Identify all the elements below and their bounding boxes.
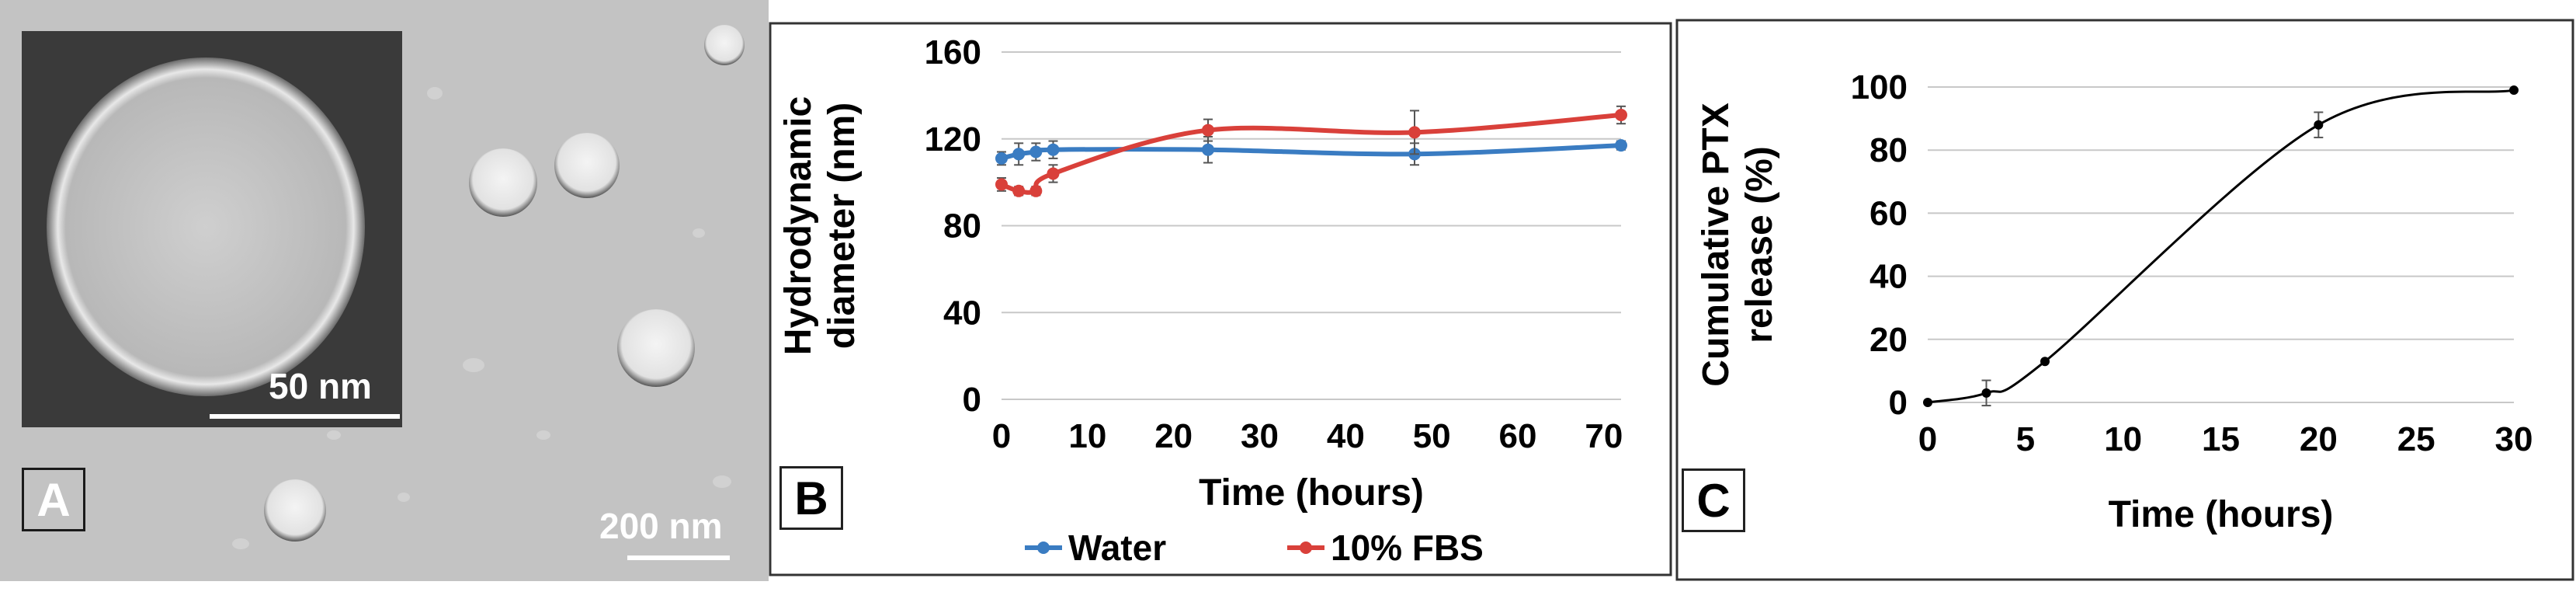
chart-c-x-tick-label: 0 [1918,420,1937,458]
chart-b-x-tick-label: 50 [1413,417,1451,455]
chart-c-y-tick-label: 20 [1870,321,1908,359]
hydrodynamic-diameter-chart: 0 40 80 120 160 0 10 20 30 40 50 60 70 Time (hours) Hy… [769,22,1672,576]
chart-c-x-tick-label: 5 [2016,420,2035,458]
chart-c-series-cumulative-ptx-release-point [2509,85,2519,96]
tem-image-panel: 50 nm 200 nm A [0,0,769,581]
panel-letter-c: C [1682,468,1745,532]
chart-b-y-tick-label: 40 [943,294,981,332]
chart-b-series-water-point [1012,148,1026,161]
chart-b-y-axis-label: diameter (nm) [821,103,863,349]
chart-b-y-tick-label: 160 [925,33,981,71]
chart-b-series-water-point [995,151,1008,165]
chart-c-y-axis-label: release (%) [1739,146,1780,343]
chart-b-x-tick-label: 10 [1068,417,1106,455]
chart-c-x-tick-label: 20 [2300,420,2338,458]
chart-b-series-10-fbs-point [1029,184,1043,197]
chart-c-y-tick-label: 0 [1889,384,1908,422]
chart-b-series-10-fbs-point [1047,167,1060,180]
panel-letter-b: B [779,466,843,530]
chart-b-x-tick-label: 70 [1585,417,1623,455]
panel-letter-a: A [22,468,85,531]
chart-panel-b: 0 40 80 120 160 0 10 20 30 40 50 60 70 Time (hours) Hy… [769,0,1675,581]
chart-b-series-water-point [1029,145,1043,158]
chart-b-series-water-line [1001,143,1622,161]
chart-b-series-water-point [1047,143,1060,156]
chart-c-y-axis-label: Cumulative PTX [1696,103,1737,386]
chart-b-series-water-point [1202,143,1214,156]
ptx-release-chart: 0 20 40 60 80 100 0 5 10 15 20 25 30 Time (hours) Cumu… [1675,19,2574,581]
chart-b-x-axis-label: Time (hours) [1199,472,1424,514]
chart-c-series-cumulative-ptx-release-line [1927,89,2515,404]
scale-bar-label: 200 nm [599,506,723,546]
legend-fbs-label: 10% FBS [1331,528,1484,568]
chart-b-frame [769,22,1672,576]
chart-b-x-tick-label: 0 [992,417,1011,455]
inset-scale-bar-label: 50 nm [269,366,372,406]
chart-c-y-tick-label: 40 [1870,258,1908,296]
chart-b-x-tick-label: 60 [1499,417,1537,455]
chart-b-series-10-fbs-point [1408,126,1421,139]
tem-micrograph [0,0,769,581]
chart-c-y-tick-label: 100 [1851,68,1908,106]
chart-b-series-10-fbs-point [1615,109,1627,122]
chart-b-x-tick-label: 40 [1327,417,1365,455]
legend-item-water: Water [1025,527,1166,569]
chart-c-x-tick-label: 30 [2495,420,2533,458]
chart-b-y-axis-label: Hydrodynamic [778,96,819,355]
chart-b-x-tick-label: 30 [1241,417,1279,455]
chart-c-x-axis-label: Time (hours) [2109,494,2334,535]
chart-c-x-tick-label: 15 [2202,420,2240,458]
legend-item-fbs: 10% FBS [1287,527,1484,569]
chart-b-x-tick-label: 20 [1154,417,1193,455]
chart-c-x-tick-label: 25 [2397,420,2435,458]
chart-c-y-tick-label: 60 [1870,194,1908,232]
chart-c-frame [1675,19,2574,581]
chart-b-series-10-fbs-point [995,178,1008,191]
chart-b-series-10-fbs-point [1202,124,1214,137]
legend-fbs-swatch [1287,542,1324,554]
chart-b-y-tick-label: 80 [943,207,981,246]
chart-c-series-cumulative-ptx-release-point [1923,398,1932,407]
chart-b-y-tick-label: 120 [925,120,981,158]
chart-c-series-cumulative-ptx-release-point [2040,357,2050,367]
chart-b-series-10-fbs-point [1012,184,1026,197]
chart-b-series-10-fbs-line [1000,113,1622,195]
chart-panel-c: 0 20 40 60 80 100 0 5 10 15 20 25 30 Time (hours) Cumu… [1675,0,2576,581]
chart-c-y-tick-label: 80 [1870,131,1908,169]
legend-water-label: Water [1068,528,1167,568]
chart-b-series-water-point [1615,139,1627,152]
chart-c-series-cumulative-ptx-release-point [2314,120,2324,130]
legend-water-swatch [1025,542,1062,554]
chart-c-x-tick-label: 10 [2104,420,2142,458]
chart-b-y-tick-label: 0 [963,381,981,419]
chart-c-series-cumulative-ptx-release-point [1981,388,1991,398]
